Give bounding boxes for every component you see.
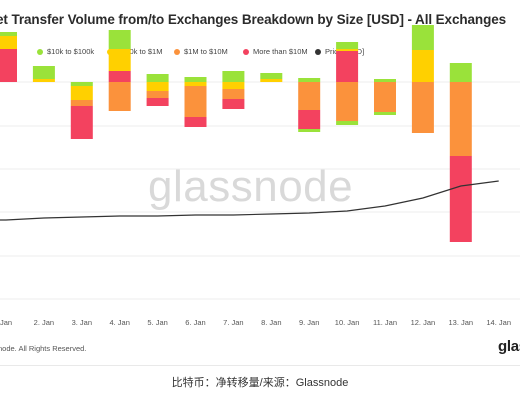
bar-segment	[336, 82, 359, 121]
bar-segment	[260, 73, 283, 79]
bar-segment	[411, 50, 434, 82]
bar-segment	[108, 49, 131, 71]
x-tick-label: 14. Jan	[486, 318, 511, 327]
chart-plot: Jan 2. Jan 3. Jan 4. Jan 5. Jan 6. Jan 7. Jan 8…	[0, 25, 520, 327]
bar-segment	[336, 51, 359, 82]
x-tick-label: 12. Jan	[411, 318, 436, 327]
bar-segment	[336, 121, 359, 125]
legend-label: $10k to $100k	[47, 47, 95, 56]
legend-item[interactable]: $1M to $10M	[174, 47, 228, 56]
legend-swatch	[37, 48, 43, 55]
bar-segment	[0, 36, 17, 49]
bar-segment	[298, 82, 321, 110]
bar-segment	[411, 25, 434, 50]
bar-segment	[336, 49, 359, 51]
bar-segment	[374, 79, 396, 82]
x-tick-label: Jan	[0, 318, 12, 327]
bar-segment	[184, 86, 207, 117]
x-tick-label: 5. Jan	[147, 318, 167, 327]
glassnode-logo: glas	[498, 338, 520, 355]
x-tick-label: 11. Jan	[373, 318, 397, 327]
bar-segment	[222, 99, 245, 109]
bar-segment	[449, 63, 472, 82]
bar-segment	[222, 82, 245, 89]
bar-segment	[146, 98, 169, 106]
bar-segment	[0, 32, 17, 36]
bar-segment	[146, 82, 169, 91]
bar-segment	[336, 42, 359, 49]
bar-segment	[184, 117, 207, 127]
bar-segment	[70, 106, 93, 139]
bar-segment	[298, 110, 321, 129]
bar-segment	[108, 30, 131, 49]
watermark-glassnode: glassnode	[148, 162, 354, 211]
bar-segment	[32, 66, 55, 79]
x-tick-label: 7. Jan	[223, 318, 243, 327]
bar-segment	[108, 82, 131, 111]
x-tick-label: 6. Jan	[185, 318, 205, 327]
legend-swatch	[174, 48, 180, 55]
chart-title: et Transfer Volume from/to Exchanges Bre…	[0, 12, 507, 27]
x-tick-label: 8. Jan	[261, 318, 281, 327]
legend-swatch	[243, 48, 249, 55]
legend-swatch	[315, 48, 321, 55]
x-tick-label: 3. Jan	[72, 318, 92, 327]
bar-segment	[184, 77, 207, 82]
price-line	[0, 180, 499, 221]
copyright-text: node. All Rights Reserved.	[0, 344, 87, 353]
bar-segment	[260, 79, 283, 82]
bar-segment	[449, 156, 472, 242]
legend-item[interactable]: $10k to $100k	[37, 47, 94, 56]
x-tick-label: 9. Jan	[299, 318, 319, 327]
bar-segment	[298, 129, 321, 132]
bar-segment	[298, 78, 321, 82]
chart-card: et Transfer Volume from/to Exchanges Bre…	[0, 12, 520, 366]
bar-segment	[0, 49, 17, 82]
x-tick-label: 4. Jan	[109, 318, 129, 327]
legend-item[interactable]: More than $10M	[243, 47, 308, 56]
bar-segment	[411, 82, 434, 133]
x-tick-label: 2. Jan	[34, 318, 54, 327]
bar-segment	[32, 79, 55, 82]
bar-segment	[70, 82, 93, 86]
bar-segment	[222, 89, 245, 99]
bar-segment	[449, 82, 472, 156]
bar-segment	[108, 71, 131, 82]
chart-caption: 比特币：净转移量/来源：Glassnode	[171, 377, 349, 389]
bar-segment	[184, 82, 207, 86]
bar-segment	[374, 82, 396, 112]
x-tick-label: 13. Jan	[448, 318, 473, 327]
legend-label: $1M to $10M	[184, 47, 228, 56]
bar-segment	[222, 71, 245, 82]
bar-segment	[70, 100, 93, 106]
legend-label: $100k to $1M	[117, 47, 163, 56]
bar-segment	[374, 112, 396, 115]
legend-label: More than $10M	[253, 47, 308, 56]
x-tick-label: 10. Jan	[335, 318, 360, 327]
bar-segment	[70, 86, 93, 100]
bar-segment	[146, 91, 169, 98]
bar-segment	[146, 74, 169, 82]
